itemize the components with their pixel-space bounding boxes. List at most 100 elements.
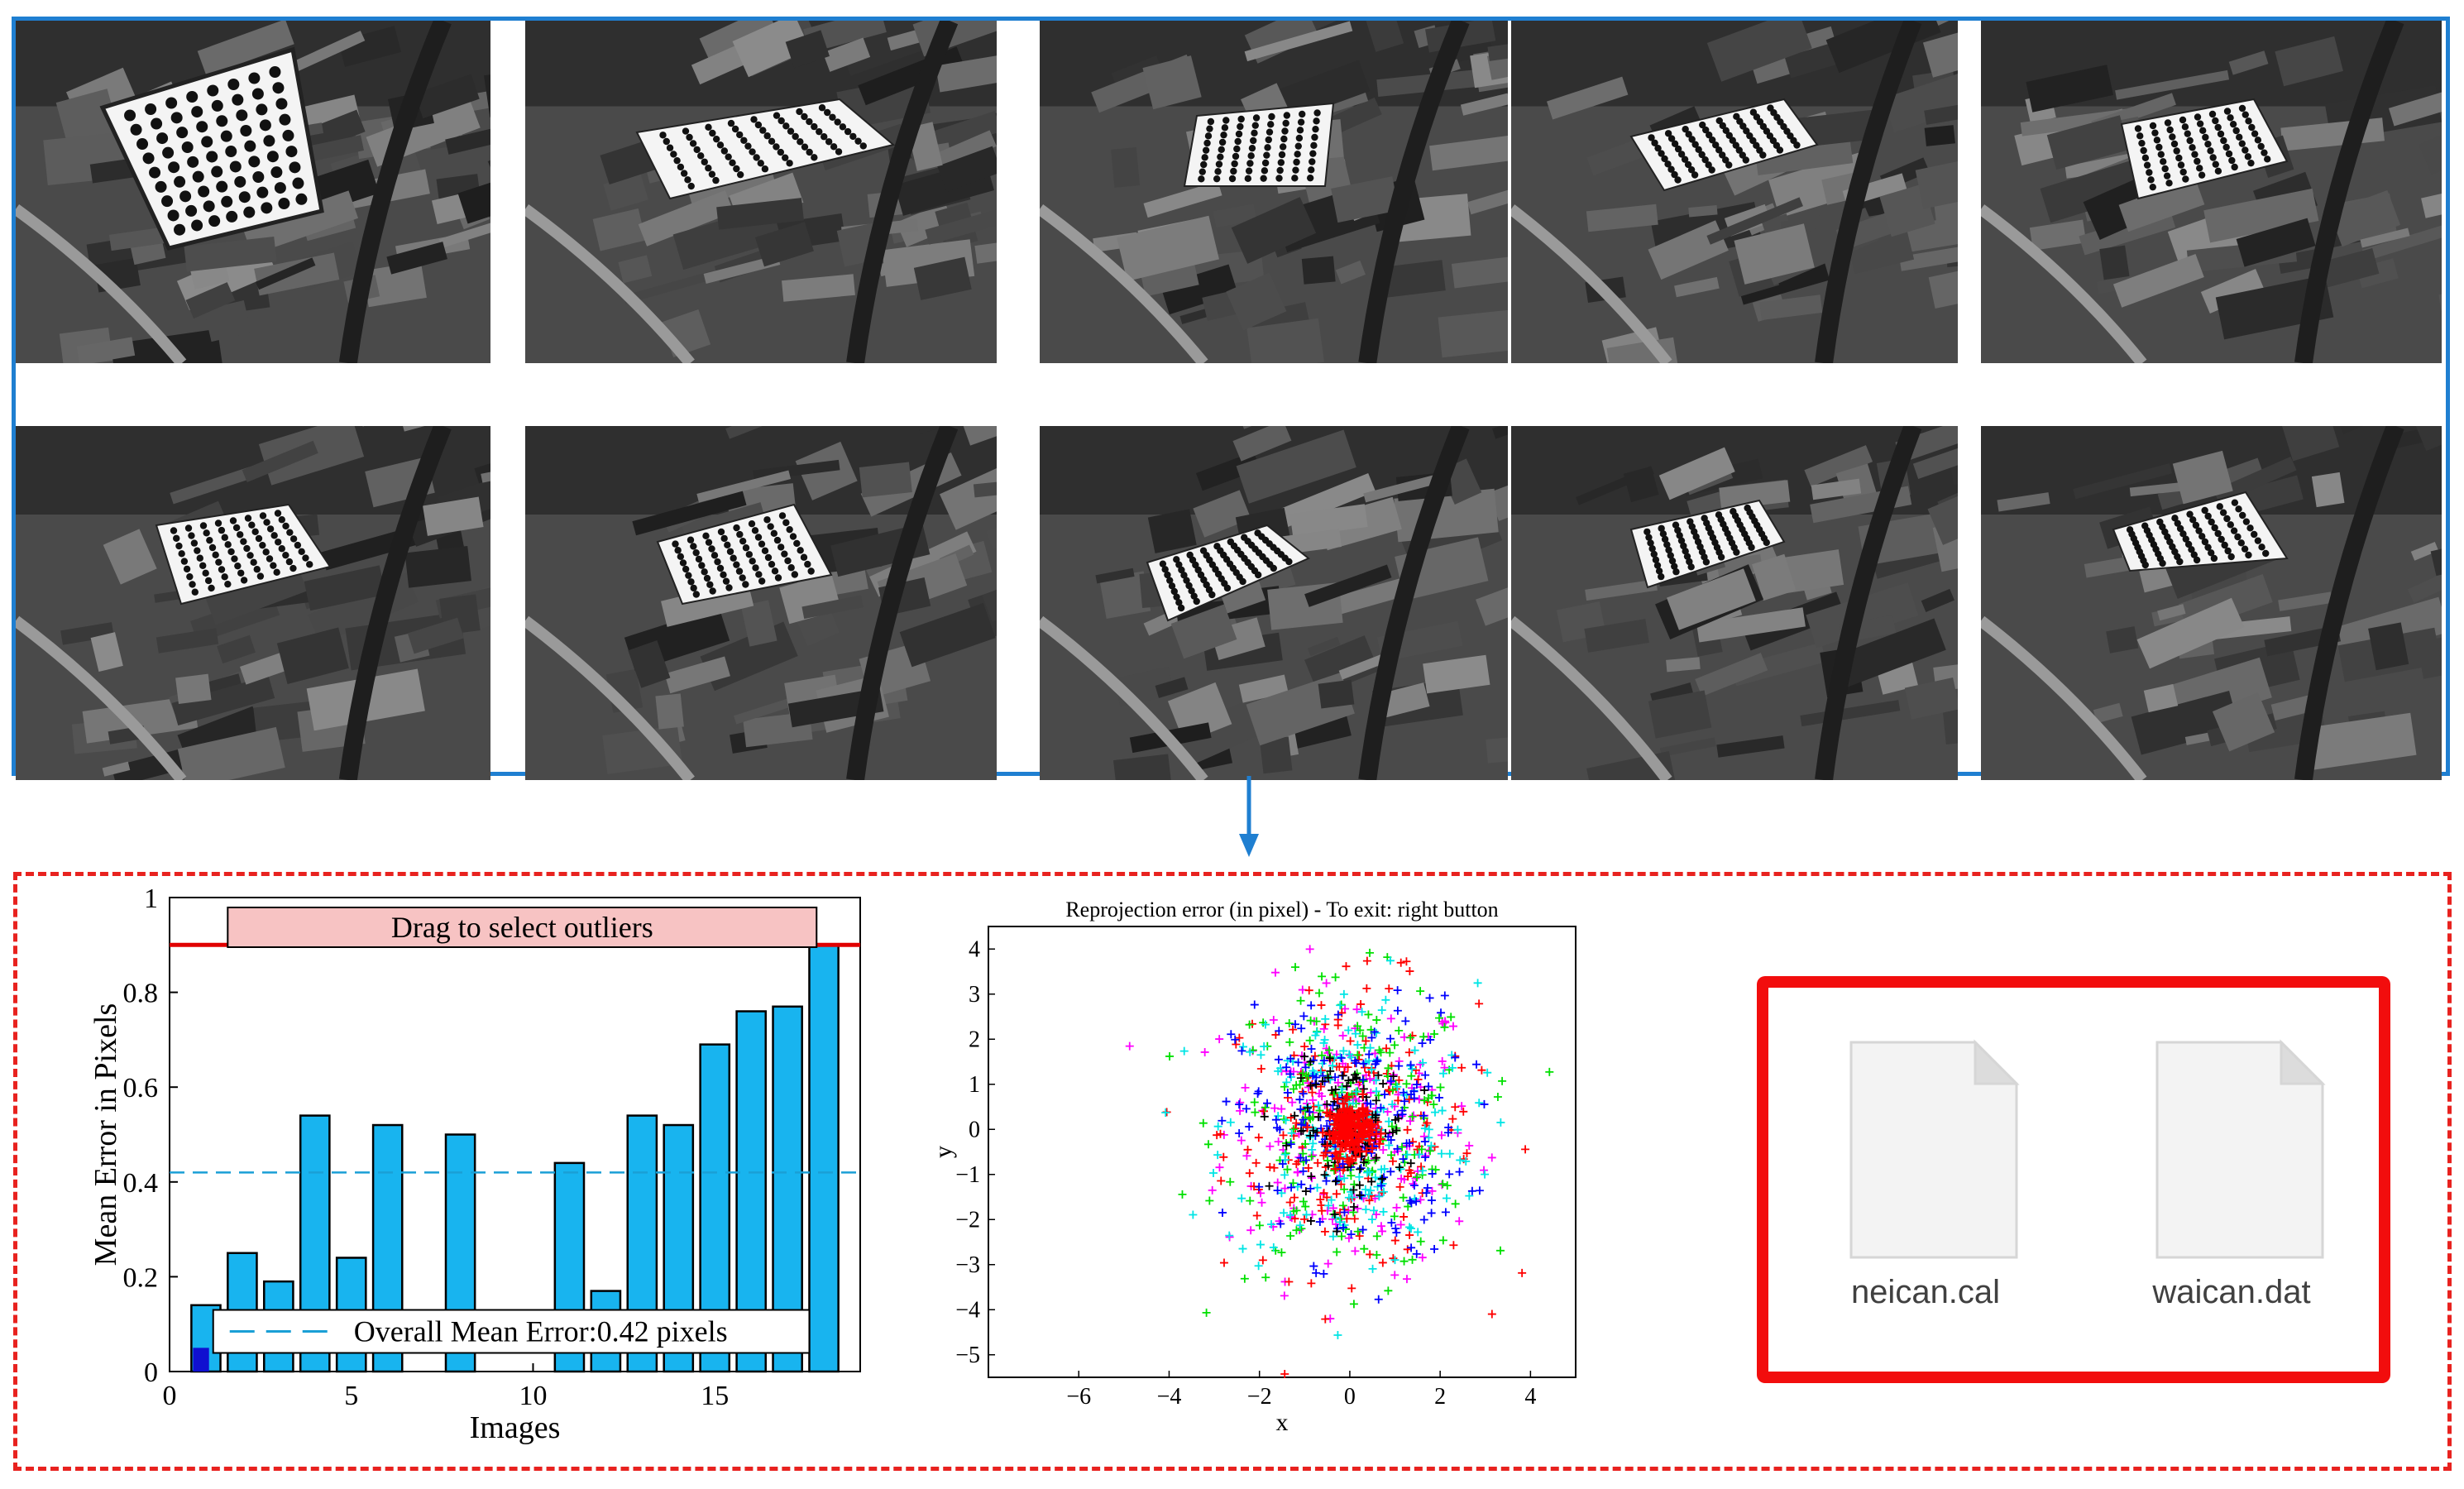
scatter-point <box>1343 1063 1352 1072</box>
scatter-point <box>1435 1013 1444 1022</box>
scatter-point <box>1345 1143 1356 1154</box>
scatter-point <box>1313 1158 1323 1167</box>
scatter-point <box>1295 1221 1304 1230</box>
scatter-point <box>1258 1256 1267 1265</box>
scatter-plot-area[interactable] <box>988 926 1576 1378</box>
scatter-point <box>1242 1104 1251 1113</box>
outlier-banner-text: Drag to select outliers <box>391 911 653 944</box>
calibration-photo <box>1511 426 1958 780</box>
scatter-point <box>1355 1180 1364 1190</box>
scatter-point <box>1240 1274 1249 1283</box>
scatter-point <box>1299 1012 1309 1021</box>
bar[interactable] <box>808 944 840 1373</box>
scatter-point <box>1299 1166 1308 1175</box>
scatter-point <box>1376 1104 1385 1113</box>
scatter-point <box>1322 1141 1332 1151</box>
file-waican[interactable]: waican.dat <box>2124 1026 2339 1310</box>
scatter-point <box>1419 1132 1428 1141</box>
scatter-point <box>1395 1061 1404 1070</box>
scatter-point <box>1372 1232 1381 1241</box>
scatter-point <box>1316 1195 1325 1204</box>
scatter-point <box>1388 1085 1397 1094</box>
scatter-point <box>1340 1123 1351 1133</box>
scatter-point <box>1341 1138 1352 1149</box>
scatter-point <box>1346 1137 1356 1147</box>
scatter-point <box>1297 1180 1306 1189</box>
scatter-point <box>1274 1112 1283 1121</box>
scatter-point <box>1385 956 1395 965</box>
scatter-point <box>1481 1170 1490 1179</box>
scatter-point <box>1316 1082 1325 1091</box>
scatter-point <box>1313 1101 1323 1110</box>
scatter-point <box>1437 1131 1446 1140</box>
scatter-point <box>1260 1112 1269 1121</box>
scatter-point <box>1315 1218 1324 1227</box>
scatter-point <box>1306 1216 1315 1225</box>
scatter-point <box>1385 1048 1395 1057</box>
scatter-point <box>1424 1125 1433 1134</box>
scatter-point <box>1307 1001 1316 1010</box>
scatter-point <box>1366 1099 1376 1108</box>
scatter-point <box>1307 1279 1316 1288</box>
scatter-point <box>1396 1220 1405 1229</box>
scatter-point <box>1402 1275 1411 1284</box>
scatter-point <box>1333 1331 1342 1340</box>
calibration-photo <box>1981 21 2442 363</box>
scatter-point <box>1285 1037 1294 1046</box>
scatter-point <box>1364 1190 1373 1199</box>
scatter-point <box>1414 1228 1423 1237</box>
calibration-photo <box>1981 426 2442 780</box>
scatter-point <box>1393 1006 1402 1015</box>
scatter-point <box>1307 1044 1316 1053</box>
scatter-point <box>1420 1085 1429 1094</box>
scatter-point <box>1274 1055 1283 1064</box>
scatter-point <box>1451 1053 1460 1062</box>
scatter-axes: Reprojection error (in pixel) - To exit:… <box>935 898 1576 1436</box>
scatter-point <box>1213 1122 1222 1131</box>
scatter-point <box>1356 999 1366 1008</box>
scatter-point <box>1352 1087 1361 1096</box>
scatter-point <box>1361 1146 1371 1156</box>
scatter-point <box>1419 1111 1428 1120</box>
scatter-point <box>1340 1174 1349 1183</box>
scatter-point <box>1336 1001 1345 1010</box>
scatter-point <box>1289 1025 1298 1034</box>
scatter-point <box>1352 1059 1361 1068</box>
scatter-point <box>1322 1176 1331 1185</box>
x-axis-label: x <box>1276 1409 1289 1436</box>
scatter-point <box>1205 1196 1214 1205</box>
calibration-results-panel <box>13 872 2452 1471</box>
scatter-point <box>1392 1203 1401 1212</box>
calibration-photo <box>525 426 997 780</box>
scatter-point <box>1427 1142 1436 1151</box>
scatter-point <box>1435 1093 1444 1102</box>
scatter-point <box>1318 1076 1327 1085</box>
scatter-point <box>1298 1087 1307 1096</box>
scatter-point <box>1386 1076 1395 1085</box>
scatter-point <box>1237 1046 1246 1056</box>
y-tick-label: 0 <box>969 1117 980 1142</box>
y-tick-label: −4 <box>955 1297 980 1323</box>
scatter-point <box>1317 1124 1326 1133</box>
scatter-point <box>1222 1097 1231 1106</box>
file-neican[interactable]: neican.cal <box>1818 1026 2033 1310</box>
scatter-point <box>1377 1174 1386 1183</box>
scatter-point <box>1480 1099 1489 1108</box>
scatter-point <box>1302 1156 1311 1165</box>
scatter-point <box>1290 963 1299 972</box>
scatter-point <box>1411 1065 1420 1075</box>
outlier-banner[interactable] <box>227 907 818 948</box>
scatter-point <box>1423 1118 1432 1128</box>
scatter-point <box>1368 1264 1377 1273</box>
scatter-point <box>1283 1088 1292 1097</box>
scatter-point <box>1412 1080 1421 1089</box>
scatter-point <box>1254 1087 1263 1096</box>
scatter-point <box>1390 1041 1399 1050</box>
scatter-point <box>1304 1163 1313 1172</box>
scatter-point <box>1353 1041 1362 1050</box>
scatter-point <box>1425 993 1434 1003</box>
scatter-point <box>1420 1137 1429 1147</box>
x-tick-label: 0 <box>163 1381 177 1411</box>
scatter-point <box>1416 987 1425 996</box>
scatter-point <box>1372 1251 1381 1260</box>
